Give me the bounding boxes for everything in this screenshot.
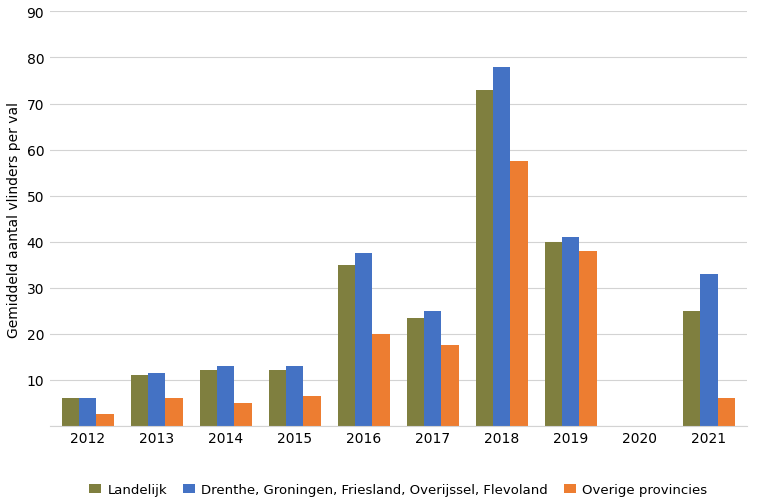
Bar (96, 414, 113, 426)
Bar (424, 311, 441, 426)
Bar (580, 252, 597, 426)
Bar (303, 396, 320, 426)
Bar (200, 371, 217, 426)
Bar (166, 398, 182, 426)
Y-axis label: Gemiddeld aantal vlinders per val: Gemiddeld aantal vlinders per val (7, 101, 21, 337)
Bar (217, 366, 234, 426)
Bar (131, 375, 148, 426)
Bar (286, 366, 303, 426)
Bar (355, 254, 373, 426)
Bar (493, 68, 511, 426)
Bar (700, 274, 718, 426)
Legend: Landelijk, Drenthe, Groningen, Friesland, Overijssel, Flevoland, Overige provinc: Landelijk, Drenthe, Groningen, Friesland… (84, 478, 713, 501)
Bar (441, 346, 459, 426)
Bar (562, 237, 580, 426)
Bar (683, 311, 700, 426)
Bar (148, 373, 166, 426)
Bar (269, 371, 286, 426)
Bar (79, 398, 96, 426)
Bar (545, 242, 562, 426)
Bar (407, 318, 424, 426)
Bar (511, 162, 527, 426)
Bar (338, 265, 355, 426)
Bar (62, 398, 79, 426)
Bar (718, 398, 735, 426)
Bar (234, 403, 252, 426)
Bar (476, 91, 493, 426)
Bar (373, 334, 390, 426)
